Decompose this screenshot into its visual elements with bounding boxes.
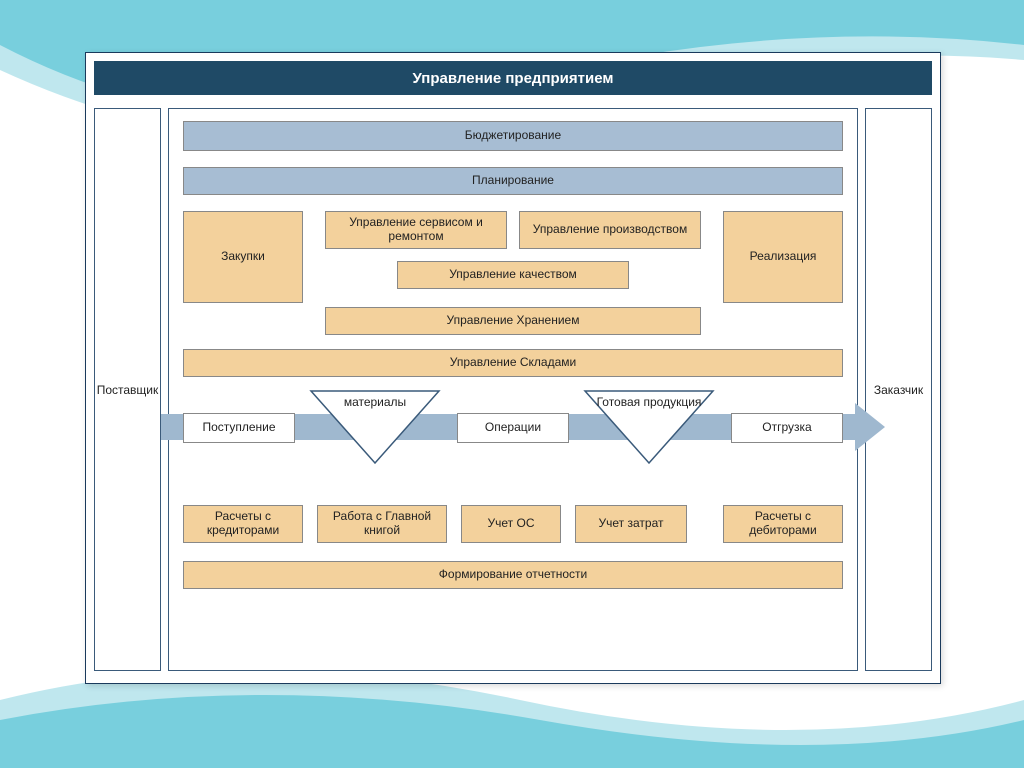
inner-panel: Бюджетирование Планирование Закупки Упра…: [168, 108, 858, 671]
triangle-products-label: Готовая продукция: [583, 395, 715, 409]
bar-storage-mgmt: Управление Хранением: [325, 307, 701, 335]
side-supplier: Поставщик: [94, 108, 161, 671]
bar-inflow: Поступление: [183, 413, 295, 443]
title-bar: Управление предприятием: [94, 61, 932, 95]
bar-service-repair: Управление сервисом и ремонтом: [325, 211, 507, 249]
bar-reporting: Формирование отчетности: [183, 561, 843, 589]
bar-debtors: Расчеты с дебиторами: [723, 505, 843, 543]
bar-operations: Операции: [457, 413, 569, 443]
bar-fixed-assets: Учет ОС: [461, 505, 561, 543]
bar-planning: Планирование: [183, 167, 843, 195]
bar-quality: Управление качеством: [397, 261, 629, 289]
triangle-materials-label: материалы: [309, 395, 441, 409]
side-customer: Заказчик: [865, 108, 932, 671]
flow-arrow-head: [855, 403, 885, 451]
bar-ledger: Работа с Главной книгой: [317, 505, 447, 543]
triangle-materials: материалы: [309, 389, 441, 465]
slide: Управление предприятием Поставщик Заказч…: [0, 0, 1024, 768]
bar-costing: Учет затрат: [575, 505, 687, 543]
bar-creditors: Расчеты с кредиторами: [183, 505, 303, 543]
bar-shipping: Отгрузка: [731, 413, 843, 443]
bar-production: Управление производством: [519, 211, 701, 249]
bar-budgeting: Бюджетирование: [183, 121, 843, 151]
bar-warehouse: Управление Складами: [183, 349, 843, 377]
bar-sales: Реализация: [723, 211, 843, 303]
diagram-frame: Управление предприятием Поставщик Заказч…: [85, 52, 941, 684]
triangle-products: Готовая продукция: [583, 389, 715, 465]
bar-purchasing: Закупки: [183, 211, 303, 303]
